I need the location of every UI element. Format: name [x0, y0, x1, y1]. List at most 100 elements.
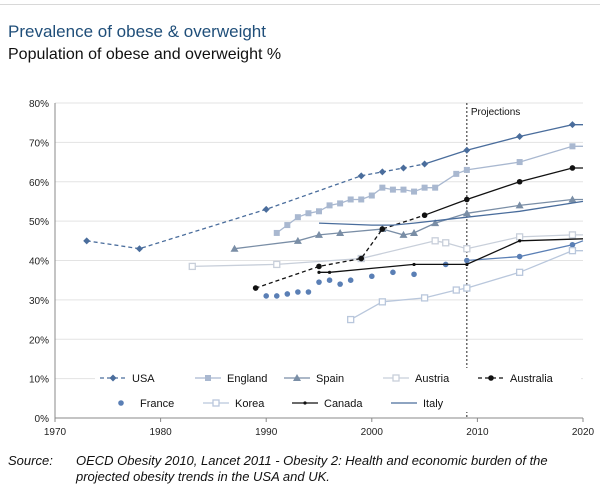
- data-point-usa: [568, 121, 576, 129]
- data-point-spain: [293, 236, 302, 244]
- data-point-usa: [516, 132, 524, 140]
- data-point-england: [400, 186, 407, 193]
- data-point-england: [421, 184, 428, 191]
- data-point-france: [411, 271, 417, 278]
- y-tick-label: 30%: [29, 296, 49, 307]
- projection-line-usa: [424, 124, 583, 165]
- projection-line-italy: [413, 200, 584, 224]
- legend-marker-spain: [293, 374, 301, 381]
- legend-box: [95, 368, 581, 412]
- data-point-austria: [431, 237, 439, 245]
- data-point-austria: [188, 262, 196, 271]
- data-point-england: [326, 202, 333, 209]
- source-note: Source: OECD Obesity 2010, Lancet 2011 -…: [8, 453, 593, 484]
- data-point-korea: [420, 294, 429, 302]
- data-point-france: [284, 291, 291, 297]
- data-point-france: [326, 277, 333, 283]
- legend-marker-canada: [303, 401, 307, 405]
- projection-label: Projections: [471, 107, 520, 118]
- data-point-england: [453, 170, 460, 177]
- data-point-france: [390, 269, 396, 276]
- y-tick-label: 10%: [29, 375, 49, 386]
- data-point-spain: [431, 219, 440, 227]
- data-point-france: [369, 273, 375, 280]
- y-tick-label: 0%: [35, 414, 50, 425]
- data-point-france: [295, 289, 301, 295]
- data-point-spain: [230, 244, 239, 252]
- legend-marker-france: [118, 400, 124, 406]
- data-point-spain: [515, 201, 524, 209]
- y-tick-label: 80%: [29, 99, 49, 110]
- data-point-korea: [347, 315, 355, 324]
- legend-label-italy: Italy: [423, 398, 444, 410]
- legend-marker-england: [205, 375, 211, 381]
- legend-label-france: France: [140, 398, 174, 410]
- series-line-england: [276, 169, 468, 234]
- series-line-austria: [192, 240, 446, 268]
- series-line-canada: [319, 263, 415, 273]
- series-line-italy: [318, 222, 415, 226]
- data-point-france: [263, 293, 270, 299]
- data-point-usa: [421, 160, 429, 168]
- data-point-australia: [464, 196, 470, 203]
- data-point-australia: [252, 285, 259, 291]
- page-title: Prevalence of obese & overweight: [8, 22, 266, 41]
- data-point-england: [337, 200, 344, 207]
- data-point-korea: [452, 286, 460, 294]
- data-point-austria: [568, 231, 577, 239]
- projection-line-france: [466, 240, 584, 262]
- data-point-england: [569, 143, 576, 150]
- data-point-england: [284, 222, 291, 229]
- data-point-france: [316, 279, 322, 285]
- data-point-canada: [465, 262, 469, 267]
- data-point-england: [389, 186, 396, 193]
- y-tick-label: 50%: [29, 217, 49, 228]
- data-point-australia: [316, 263, 322, 270]
- source-text: OECD Obesity 2010, Lancet 2011 - Obesity…: [76, 453, 548, 484]
- data-point-england: [347, 196, 354, 203]
- y-tick-label: 20%: [29, 335, 49, 346]
- source-label: Source:: [8, 453, 53, 468]
- data-point-canada: [317, 270, 321, 274]
- data-point-austria: [463, 245, 471, 253]
- data-point-korea: [568, 247, 577, 255]
- data-point-england: [516, 159, 523, 166]
- data-point-usa: [378, 168, 386, 176]
- x-tick-label: 2010: [466, 427, 489, 438]
- data-point-spain: [315, 230, 323, 238]
- data-point-england: [358, 196, 365, 203]
- x-tick-label: 2000: [361, 427, 384, 438]
- data-point-usa: [135, 245, 143, 253]
- data-point-england: [411, 188, 418, 195]
- data-point-france: [464, 257, 470, 264]
- data-point-australia: [516, 178, 523, 185]
- legend-label-korea: Korea: [235, 398, 265, 410]
- data-point-canada: [412, 262, 416, 267]
- data-point-england: [379, 184, 386, 191]
- projection-line-england: [466, 145, 583, 171]
- x-tick-label: 1990: [255, 427, 278, 438]
- data-point-spain: [462, 209, 471, 217]
- data-point-korea: [515, 268, 524, 276]
- data-point-england: [432, 184, 439, 191]
- data-point-england: [273, 229, 280, 236]
- data-point-australia: [358, 255, 365, 262]
- legend-label-canada: Canada: [324, 398, 363, 410]
- data-point-england: [368, 192, 375, 199]
- data-point-spain: [336, 228, 345, 236]
- chart-subtitle: Population of obese and overweight %: [8, 46, 282, 63]
- data-point-canada: [327, 270, 332, 274]
- data-point-spain: [399, 230, 408, 238]
- data-point-england: [305, 210, 312, 217]
- x-tick-label: 1980: [149, 427, 172, 438]
- data-point-england: [316, 208, 322, 215]
- y-tick-label: 70%: [29, 138, 49, 149]
- data-point-france: [305, 289, 312, 295]
- data-point-usa: [262, 205, 270, 213]
- top-rule: [0, 4, 600, 5]
- data-point-korea: [463, 284, 471, 292]
- data-point-austria: [442, 239, 450, 247]
- series-line-korea: [350, 289, 457, 321]
- legend-label-austria: Austria: [415, 373, 450, 385]
